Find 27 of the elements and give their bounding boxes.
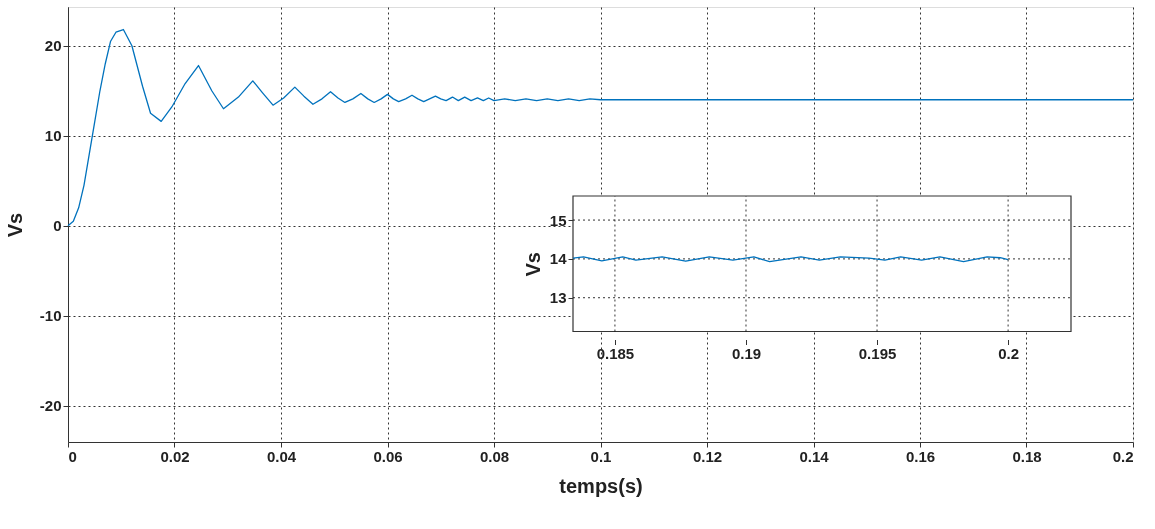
x-axis-title: temps(s) xyxy=(559,474,643,497)
x-tick-label: 0.16 xyxy=(905,447,936,465)
y-tick-label: 15 xyxy=(549,211,567,229)
y-tick-label: 13 xyxy=(549,289,567,307)
x-tick-label: 0.185 xyxy=(596,345,635,362)
line-series xyxy=(67,28,1134,227)
y-tick-label: 20 xyxy=(44,37,62,55)
x-tick-label: 0.12 xyxy=(692,447,723,465)
y-tick-label: 0 xyxy=(53,217,62,235)
x-tick-label: 0.08 xyxy=(479,447,510,465)
x-tick-label: 0.19 xyxy=(731,345,762,362)
x-tick-label: 0.04 xyxy=(266,447,297,465)
x-tick-label: 0.1 xyxy=(590,447,612,465)
x-tick-label: 0.18 xyxy=(1012,447,1042,465)
x-tick-label: 0 xyxy=(68,447,77,465)
x-tick-label: 0.14 xyxy=(799,447,830,465)
x-tick-label: 0.2 xyxy=(1112,447,1134,465)
y-tick-label: 14 xyxy=(549,250,568,268)
y-axis-title: Vs xyxy=(3,212,26,238)
y-tick-label: -10 xyxy=(39,307,62,325)
x-tick-label: 0.195 xyxy=(858,345,897,362)
x-tick-label: 0.02 xyxy=(160,447,190,465)
y-tick-label: 10 xyxy=(44,127,62,145)
y-axis-title: Vs xyxy=(521,252,544,277)
y-tick-label: -20 xyxy=(39,397,62,415)
x-tick-label: 0.06 xyxy=(373,447,403,465)
x-tick-label: 0.2 xyxy=(998,345,1020,362)
